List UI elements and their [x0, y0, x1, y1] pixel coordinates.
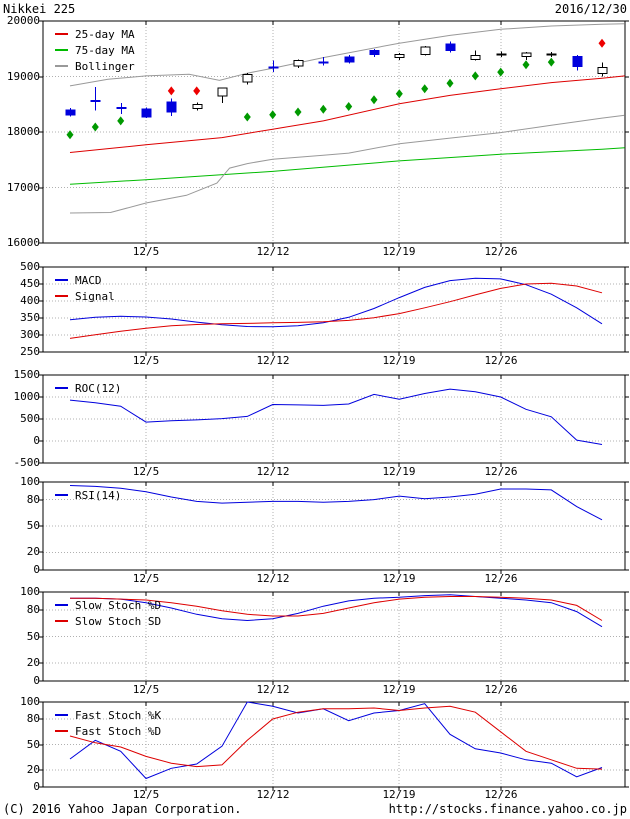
sar-dots-gree [421, 84, 429, 94]
sar-dots-gree [395, 89, 403, 99]
candle-up [217, 87, 228, 97]
series-fast-stoch-d [69, 705, 603, 770]
series-fast-stoch-k [69, 701, 603, 780]
candle-down [445, 43, 456, 51]
candle-down [141, 108, 152, 118]
footer-url: http://stocks.finance.yahoo.co.jp [388, 802, 627, 816]
overlay-ma25 [69, 75, 625, 153]
candle-up [242, 73, 253, 83]
sar-dots-gree [522, 60, 530, 70]
series-slow-stoch-d [70, 594, 603, 628]
candle-down [344, 56, 355, 63]
series-rsi-14- [69, 485, 603, 521]
candle-up [192, 103, 203, 110]
series-slow-stoch-sd [70, 596, 603, 621]
series-roc-12- [69, 388, 603, 445]
sar-dots-re [167, 86, 175, 96]
sar-dots-re [598, 38, 606, 48]
chart-date: 2016/12/30 [554, 2, 627, 16]
series-macd [69, 277, 603, 328]
footer-copyright: (C) 2016 Yahoo Japan Corporation. [3, 802, 242, 816]
candle-up [521, 52, 532, 58]
candle-down [166, 101, 177, 113]
sar-dots-gree [471, 71, 479, 81]
overlay-ma75 [69, 147, 625, 185]
candle-up [420, 46, 431, 55]
sar-dots-gree [66, 130, 74, 140]
sar-dots-re [193, 86, 201, 96]
candle-down [572, 56, 583, 68]
sar-dots-gree [446, 78, 454, 88]
candle-up [394, 53, 405, 59]
candle-up [470, 54, 481, 60]
sar-dots-gree [319, 104, 327, 114]
series-signal [69, 282, 603, 339]
sar-dots-gree [370, 95, 378, 105]
candle-up [597, 67, 608, 75]
sar-dots-gree [269, 110, 277, 120]
panel-frame [42, 266, 626, 353]
candle-down [65, 109, 76, 116]
sar-dots-gree [91, 122, 99, 132]
sar-dots-gree [547, 57, 555, 67]
sar-dots-gree [117, 116, 125, 126]
overlay-bollinger-lower [69, 114, 625, 214]
candle-down [369, 49, 380, 55]
candle-up [293, 59, 304, 67]
page-title: Nikkei 225 [3, 2, 76, 16]
sar-dots-gree [294, 107, 302, 117]
sar-dots-gree [497, 67, 505, 77]
sar-dots-gree [345, 102, 353, 111]
sar-dots-gree [243, 112, 251, 122]
